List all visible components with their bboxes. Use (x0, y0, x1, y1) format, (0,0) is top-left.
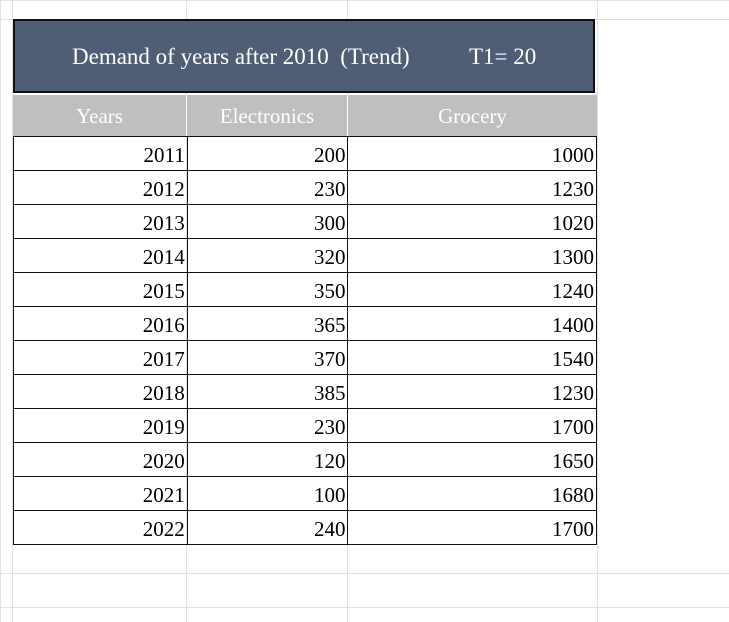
cell-electronics[interactable]: 300 (186, 204, 349, 239)
cell-electronics[interactable]: 370 (186, 340, 349, 375)
cell-year[interactable]: 2012 (13, 170, 188, 205)
table-row: 2011 200 1000 (13, 136, 597, 171)
demand-table: 2011 200 1000 2012 230 1230 2013 300 1020 2014 320… (13, 136, 597, 545)
cell-electronics[interactable]: 230 (186, 408, 349, 443)
table-row: 2014 320 1300 (13, 238, 597, 273)
cell-grocery[interactable]: 1000 (347, 136, 597, 171)
cell-grocery[interactable]: 1700 (347, 510, 597, 545)
cell-electronics[interactable]: 320 (186, 238, 349, 273)
table-row: 2016 365 1400 (13, 306, 597, 341)
cell-grocery[interactable]: 1230 (347, 170, 597, 205)
cell-grocery[interactable]: 1680 (347, 476, 597, 511)
cell-year[interactable]: 2022 (13, 510, 188, 545)
title-cell[interactable]: Demand of years after 2010 (Trend) T1= 2… (13, 19, 595, 93)
cell-year[interactable]: 2014 (13, 238, 188, 273)
table-row: 2020 120 1650 (13, 442, 597, 477)
column-header-grocery[interactable]: Grocery (438, 104, 507, 128)
cell-electronics[interactable]: 350 (186, 272, 349, 307)
cell-electronics[interactable]: 385 (186, 374, 349, 409)
cell-grocery[interactable]: 1700 (347, 408, 597, 443)
table-row: 2022 240 1700 (13, 510, 597, 545)
gridline (0, 573, 729, 574)
table-row: 2018 385 1230 (13, 374, 597, 409)
column-header-years[interactable]: Years (13, 95, 187, 136)
table-row: 2012 230 1230 (13, 170, 597, 205)
table-row: 2017 370 1540 (13, 340, 597, 375)
cell-grocery[interactable]: 1300 (347, 238, 597, 273)
cell-grocery[interactable]: 1020 (347, 204, 597, 239)
column-header-electronics[interactable]: Electronics (187, 95, 348, 136)
cell-electronics[interactable]: 100 (186, 476, 349, 511)
cell-year[interactable]: 2021 (13, 476, 188, 511)
table-row: 2013 300 1020 (13, 204, 597, 239)
cell-grocery[interactable]: 1540 (347, 340, 597, 375)
cell-grocery[interactable]: 1400 (347, 306, 597, 341)
cell-year[interactable]: 2016 (13, 306, 188, 341)
cell-grocery[interactable]: 1650 (347, 442, 597, 477)
cell-year[interactable]: 2011 (13, 136, 188, 171)
cell-year[interactable]: 2013 (13, 204, 188, 239)
gridline (0, 607, 729, 608)
trend-t1-label: T1= 20 (469, 44, 537, 69)
cell-year[interactable]: 2017 (13, 340, 188, 375)
cell-year[interactable]: 2015 (13, 272, 188, 307)
gridline (12, 0, 13, 622)
table-title: Demand of years after 2010 (Trend) (72, 44, 410, 69)
cell-year[interactable]: 2019 (13, 408, 188, 443)
cell-electronics[interactable]: 120 (186, 442, 349, 477)
cell-year[interactable]: 2020 (13, 442, 188, 477)
cell-electronics[interactable]: 230 (186, 170, 349, 205)
cell-grocery[interactable]: 1230 (347, 374, 597, 409)
table-row: 2021 100 1680 (13, 476, 597, 511)
cell-electronics[interactable]: 365 (186, 306, 349, 341)
cell-grocery[interactable]: 1240 (347, 272, 597, 307)
cell-electronics[interactable]: 240 (186, 510, 349, 545)
table-row: 2019 230 1700 (13, 408, 597, 443)
table-row: 2015 350 1240 (13, 272, 597, 307)
gridline (597, 0, 598, 622)
table-header-row: Years Electronics Grocery (13, 95, 597, 136)
cell-year[interactable]: 2018 (13, 374, 188, 409)
cell-electronics[interactable]: 200 (186, 136, 349, 171)
